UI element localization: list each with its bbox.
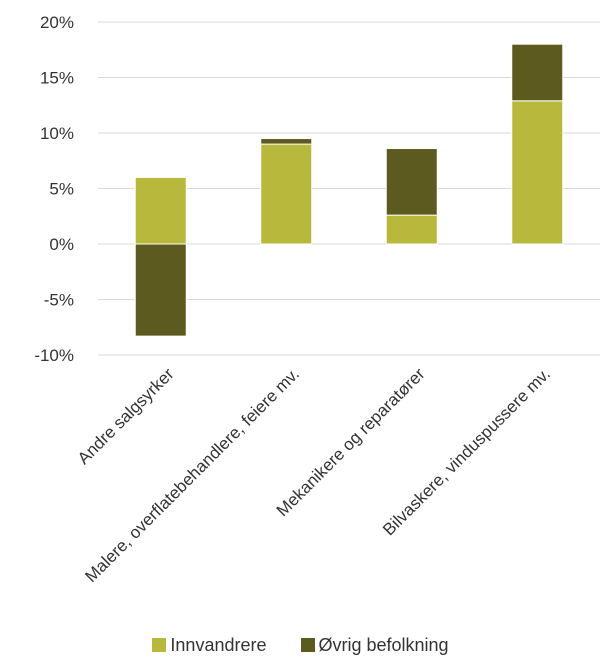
bar-segment xyxy=(134,176,187,245)
bar-segment xyxy=(260,138,313,145)
y-tick-label: 20% xyxy=(40,13,74,32)
stacked-bar-chart: 20% 15% 10% 5% 0% -5% -10% Andre salgsyrkerMal… xyxy=(34,13,600,586)
x-category-label: Mekanikere og reparatører xyxy=(273,364,429,520)
y-tick-label: 0% xyxy=(49,235,74,254)
x-category-label: Andre salgsyrker xyxy=(74,364,178,468)
y-axis-tick-labels: 20% 15% 10% 5% 0% -5% -10% xyxy=(34,13,74,365)
bar-segment xyxy=(260,143,313,245)
legend-item-innvandrere: Innvandrere xyxy=(152,634,267,656)
bar-segment xyxy=(511,43,564,102)
bars xyxy=(134,43,564,337)
y-tick-label: 10% xyxy=(40,124,74,143)
legend-label-innvandrere: Innvandrere xyxy=(170,634,267,655)
legend-swatch-ovrig-befolkning xyxy=(300,638,315,652)
y-tick-label: -5% xyxy=(44,291,74,310)
legend-swatch-innvandrere xyxy=(152,638,167,652)
legend-item-ovrig-befolkning: Øvrig befolkning xyxy=(300,634,449,656)
bar-segment xyxy=(134,243,187,337)
bar-segment xyxy=(385,148,438,216)
bar-segment xyxy=(385,214,438,245)
legend: Innvandrere Øvrig befolkning xyxy=(0,632,601,658)
y-tick-label: 15% xyxy=(40,69,74,88)
y-tick-label: 5% xyxy=(49,180,74,199)
x-category-label: Malere, overflatebehandlere, feiere mv. xyxy=(81,364,303,586)
bar-segment xyxy=(511,100,564,245)
legend-label-ovrig-befolkning: Øvrig befolkning xyxy=(318,634,449,655)
y-tick-label: -10% xyxy=(34,346,74,365)
